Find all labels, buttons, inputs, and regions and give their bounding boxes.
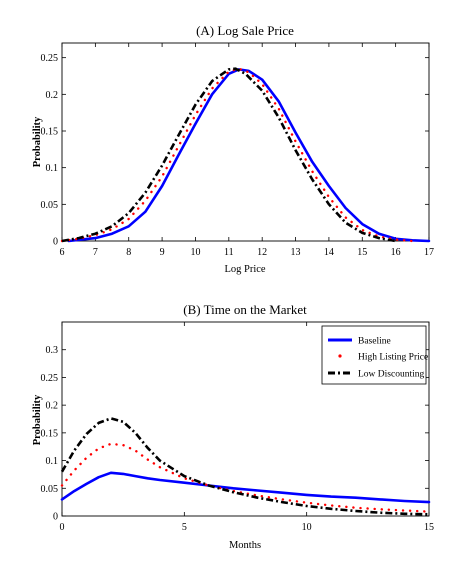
panel-a-y-tick-label: 0	[53, 237, 58, 248]
panel-b-legend: Baseline High Listing Price Low Discount…	[321, 325, 428, 385]
panel-a-x-axis-label: Log Price	[224, 264, 265, 275]
panel-b-title: (B) Time on the Market	[183, 302, 307, 317]
panel-a-y-axis-label: Probability	[32, 116, 43, 167]
panel-a-axes: 6 7 8 9 10 11 12 13 14 15 16 17 0 0.05 0.1 0.15 0.2 0.25	[41, 43, 434, 258]
panel-a-y-tick-label: 0.1	[46, 163, 59, 174]
panel-a-x-tick-label: 16	[391, 247, 401, 258]
panel-a-series-high-listing-price	[60, 67, 414, 243]
panel-a-x-tick-label: 8	[126, 247, 131, 258]
panel-a-title: (A) Log Sale Price	[196, 23, 294, 38]
panel-b-x-tick-label: 0	[60, 522, 65, 533]
panel-b-series-high-listing-price	[60, 442, 431, 513]
panel-b-series	[60, 417, 431, 516]
panel-a-x-tick-label: 11	[224, 247, 234, 258]
legend-label-baseline: Baseline	[358, 337, 391, 347]
panel-a-x-tick-label: 12	[257, 247, 267, 258]
legend-label-low-discounting: Low Discounting	[358, 370, 424, 380]
panel-b-y-axis-label: Probability	[32, 394, 43, 445]
panel-b-x-tick-label: 5	[182, 522, 187, 533]
panel-b-series-baseline	[60, 471, 431, 504]
panel-b-y-tick-label: 0.15	[41, 428, 59, 439]
panel-b-series-low-discounting	[60, 417, 430, 516]
panel-b-y-tick-label: 0.05	[41, 484, 59, 495]
panel-a-plot-frame	[61, 42, 430, 242]
panel-a-y-tick-label: 0.25	[41, 53, 59, 64]
legend-label-high-listing-price: High Listing Price	[358, 353, 428, 363]
panel-b-y-tick-label: 0.1	[46, 456, 59, 467]
panel-a-series-baseline	[67, 68, 431, 243]
panel-a-chart: (A) Log Sale Price 6 7 8 9 10 11 12 13 14 15 16 17 0…	[32, 23, 434, 275]
panel-a-x-tick-label: 13	[291, 247, 301, 258]
panel-b-y-tick-label: 0.3	[46, 345, 59, 356]
panel-a-y-tick-label: 0.2	[46, 90, 59, 101]
panel-a-x-tick-label: 10	[190, 247, 200, 258]
panel-b-y-tick-label: 0.25	[41, 373, 59, 384]
panel-b-plot-frame	[61, 321, 430, 517]
panel-b-y-tick-label: 0	[53, 512, 58, 523]
panel-a-x-tick-label: 17	[424, 247, 434, 258]
panel-a-x-tick-label: 9	[160, 247, 165, 258]
panel-a-x-tick-label: 14	[324, 247, 334, 258]
panel-b-x-axis-label: Months	[229, 540, 261, 551]
panel-a-x-tick-label: 7	[93, 247, 98, 258]
panel-b-y-tick-label: 0.2	[46, 401, 59, 412]
panel-a-x-tick-label: 15	[357, 247, 367, 258]
panel-a-x-tick-label: 6	[60, 247, 65, 258]
panel-a-series-low-discounting	[61, 67, 396, 243]
panel-b-x-tick-label: 10	[302, 522, 312, 533]
legend-swatch-high-listing-price	[338, 354, 342, 358]
panel-b-chart: (B) Time on the Market 0 5 10 15 0 0.05 0.1 0.1…	[32, 302, 434, 551]
panel-a-series	[60, 67, 431, 243]
panel-b-x-tick-label: 15	[424, 522, 434, 533]
panel-a-y-tick-label: 0.15	[41, 127, 59, 138]
panel-a-y-tick-label: 0.05	[41, 200, 59, 211]
